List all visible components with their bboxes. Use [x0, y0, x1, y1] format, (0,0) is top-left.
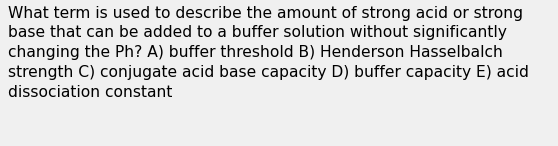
- Text: What term is used to describe the amount of strong acid or strong
base that can : What term is used to describe the amount…: [8, 6, 529, 100]
